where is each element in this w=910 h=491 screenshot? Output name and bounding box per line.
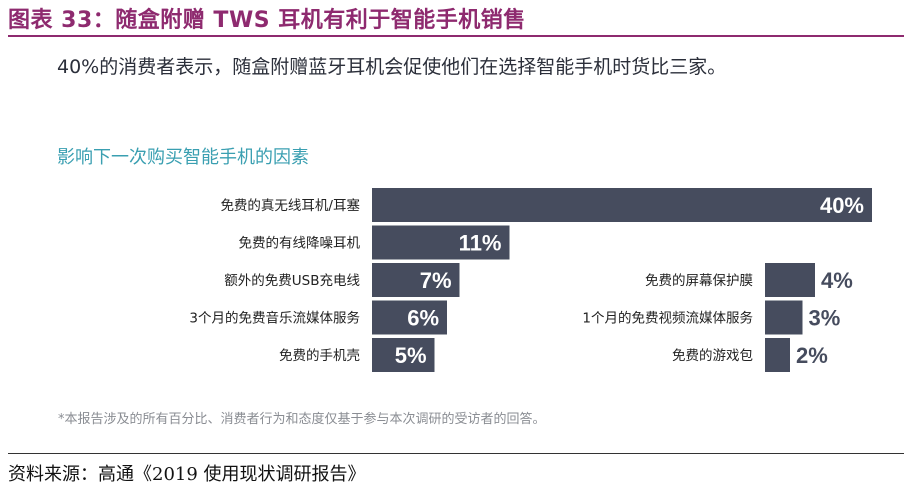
value-label: 4% (821, 268, 853, 293)
bar (372, 225, 510, 260)
footer-divider (8, 453, 904, 454)
category-label: 免费的屏幕保护膜 (645, 273, 753, 289)
bar (372, 300, 447, 335)
category-label: 免费的手机壳 (279, 348, 360, 364)
bar (372, 263, 460, 297)
header-divider (8, 35, 904, 37)
footnote: *本报告涉及的所有百分比、消费者行为和态度仅基于参与本次调研的受访者的回答。 (58, 412, 546, 427)
category-label: 免费的游戏包 (672, 348, 753, 364)
bar (765, 263, 815, 297)
category-label: 免费的有线降噪耳机 (239, 236, 361, 252)
value-label: 3% (809, 306, 841, 331)
chart-title: 影响下一次购买智能手机的因素 (57, 147, 309, 168)
bar (372, 338, 435, 372)
category-label: 1个月的免费视频流媒体服务 (582, 311, 753, 327)
category-label: 免费的真无线耳机/耳塞 (220, 197, 360, 214)
bar (765, 300, 803, 335)
category-label: 额外的免费USB充电线 (224, 273, 360, 289)
category-label: 3个月的免费音乐流媒体服务 (189, 310, 360, 327)
value-label: 6% (407, 306, 439, 331)
value-label: 5% (395, 343, 427, 368)
value-label: 7% (420, 268, 452, 293)
header-title: 图表 33：随盒附赠 TWS 耳机有利于智能手机销售 (8, 8, 526, 33)
bar (372, 188, 872, 222)
bar (765, 338, 790, 372)
chart-subtitle: 40%的消费者表示，随盒附赠蓝牙耳机会促使他们在选择智能手机时货比三家。 (57, 56, 727, 78)
value-label: 2% (796, 343, 828, 368)
value-label: 40% (820, 193, 864, 218)
value-label: 11% (459, 231, 502, 256)
source-note: 资料来源：高通《2019 使用现状调研报告》 (8, 464, 366, 485)
